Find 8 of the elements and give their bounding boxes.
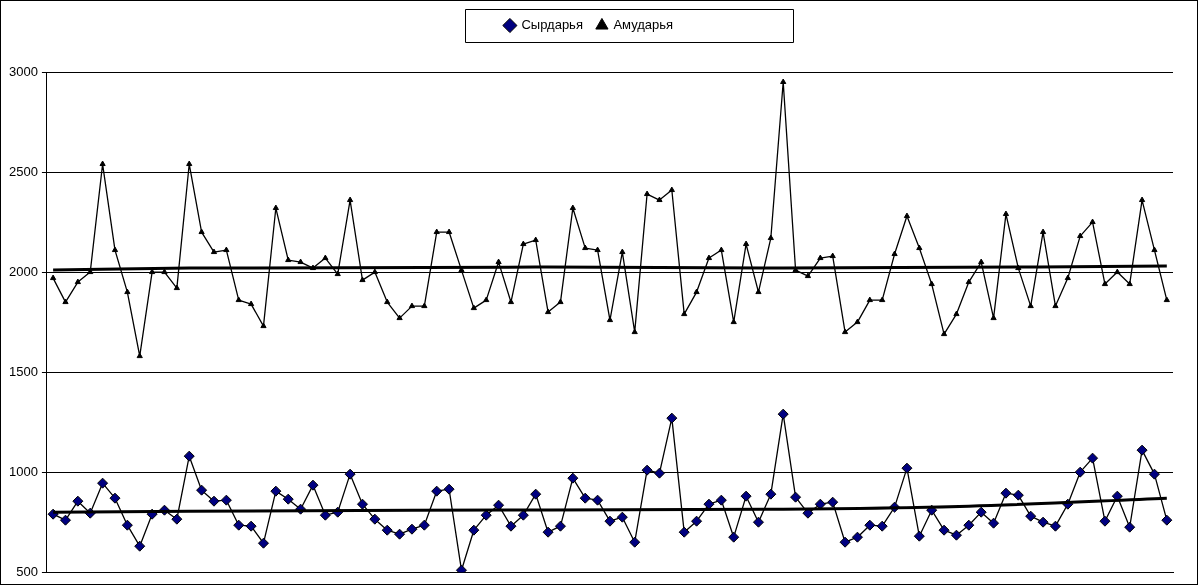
y-tick-label: 2500 bbox=[9, 163, 38, 179]
legend-label: Амударья bbox=[613, 17, 674, 33]
y-tick-label: 2000 bbox=[9, 263, 38, 279]
y-tick-label: 1000 bbox=[9, 463, 38, 479]
y-tick-label: 3000 bbox=[9, 63, 38, 79]
y-tick-label: 500 bbox=[16, 563, 38, 579]
y-tick-label: 1500 bbox=[9, 363, 38, 379]
legend-label: Сырдарья bbox=[521, 17, 583, 33]
